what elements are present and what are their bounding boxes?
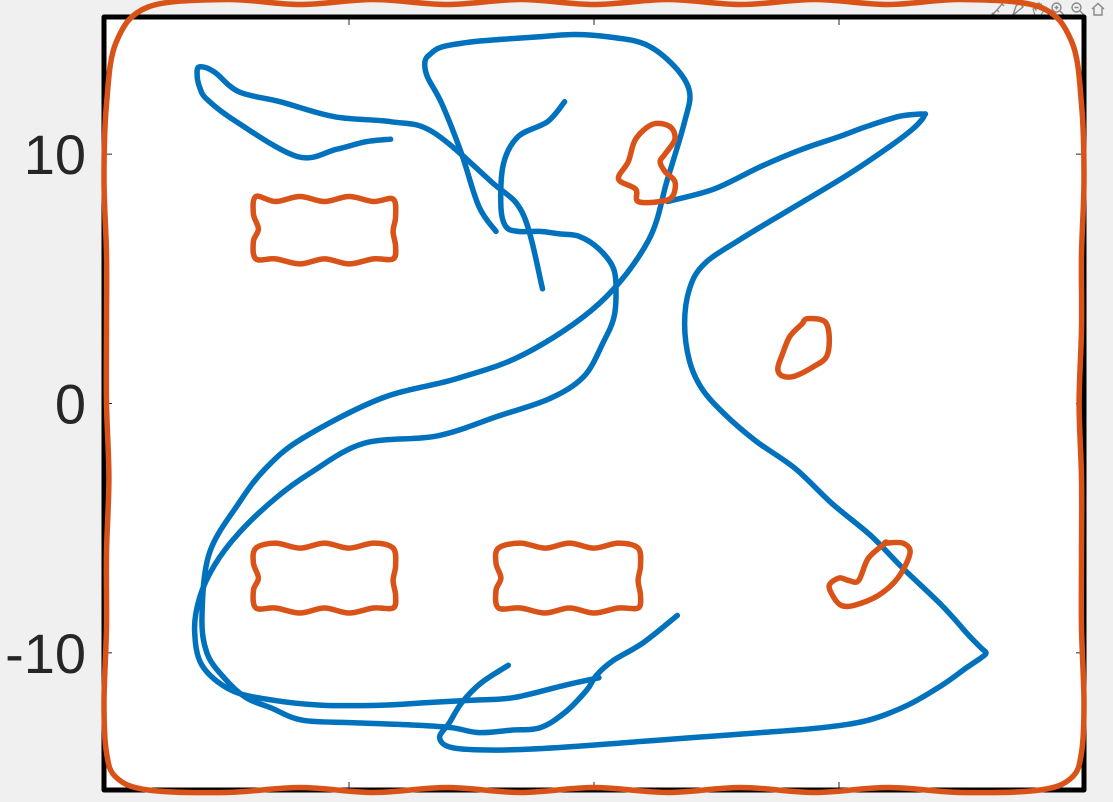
blue-series-line-1 <box>191 99 619 709</box>
blue-series-line-2 <box>194 64 546 292</box>
series-group <box>101 0 1087 796</box>
orange-series-line-8 <box>615 120 679 206</box>
y-tick-label: 10 <box>24 123 86 186</box>
blue-series-line-0 <box>199 31 693 736</box>
black-series-line-11 <box>101 14 1087 793</box>
orange-series-line-5 <box>250 193 399 267</box>
orange-series-line-10 <box>826 539 913 610</box>
y-tick-label: 0 <box>55 373 86 436</box>
orange-series-line-7 <box>492 540 644 616</box>
y-tick-label: -10 <box>5 622 86 685</box>
data-tip-icon[interactable] <box>989 0 1007 17</box>
y-tick-labels: 10 0 -10 <box>5 123 86 685</box>
orange-series-line-9 <box>775 315 833 380</box>
zoom-in-icon[interactable] <box>1049 0 1067 17</box>
blue-series-line-3 <box>436 111 989 753</box>
orange-series-line-4 <box>101 0 1087 796</box>
zoom-out-icon[interactable] <box>1069 0 1087 17</box>
home-icon[interactable] <box>1089 0 1107 17</box>
axes-box <box>103 16 1085 791</box>
orange-series-line-6 <box>250 540 399 616</box>
